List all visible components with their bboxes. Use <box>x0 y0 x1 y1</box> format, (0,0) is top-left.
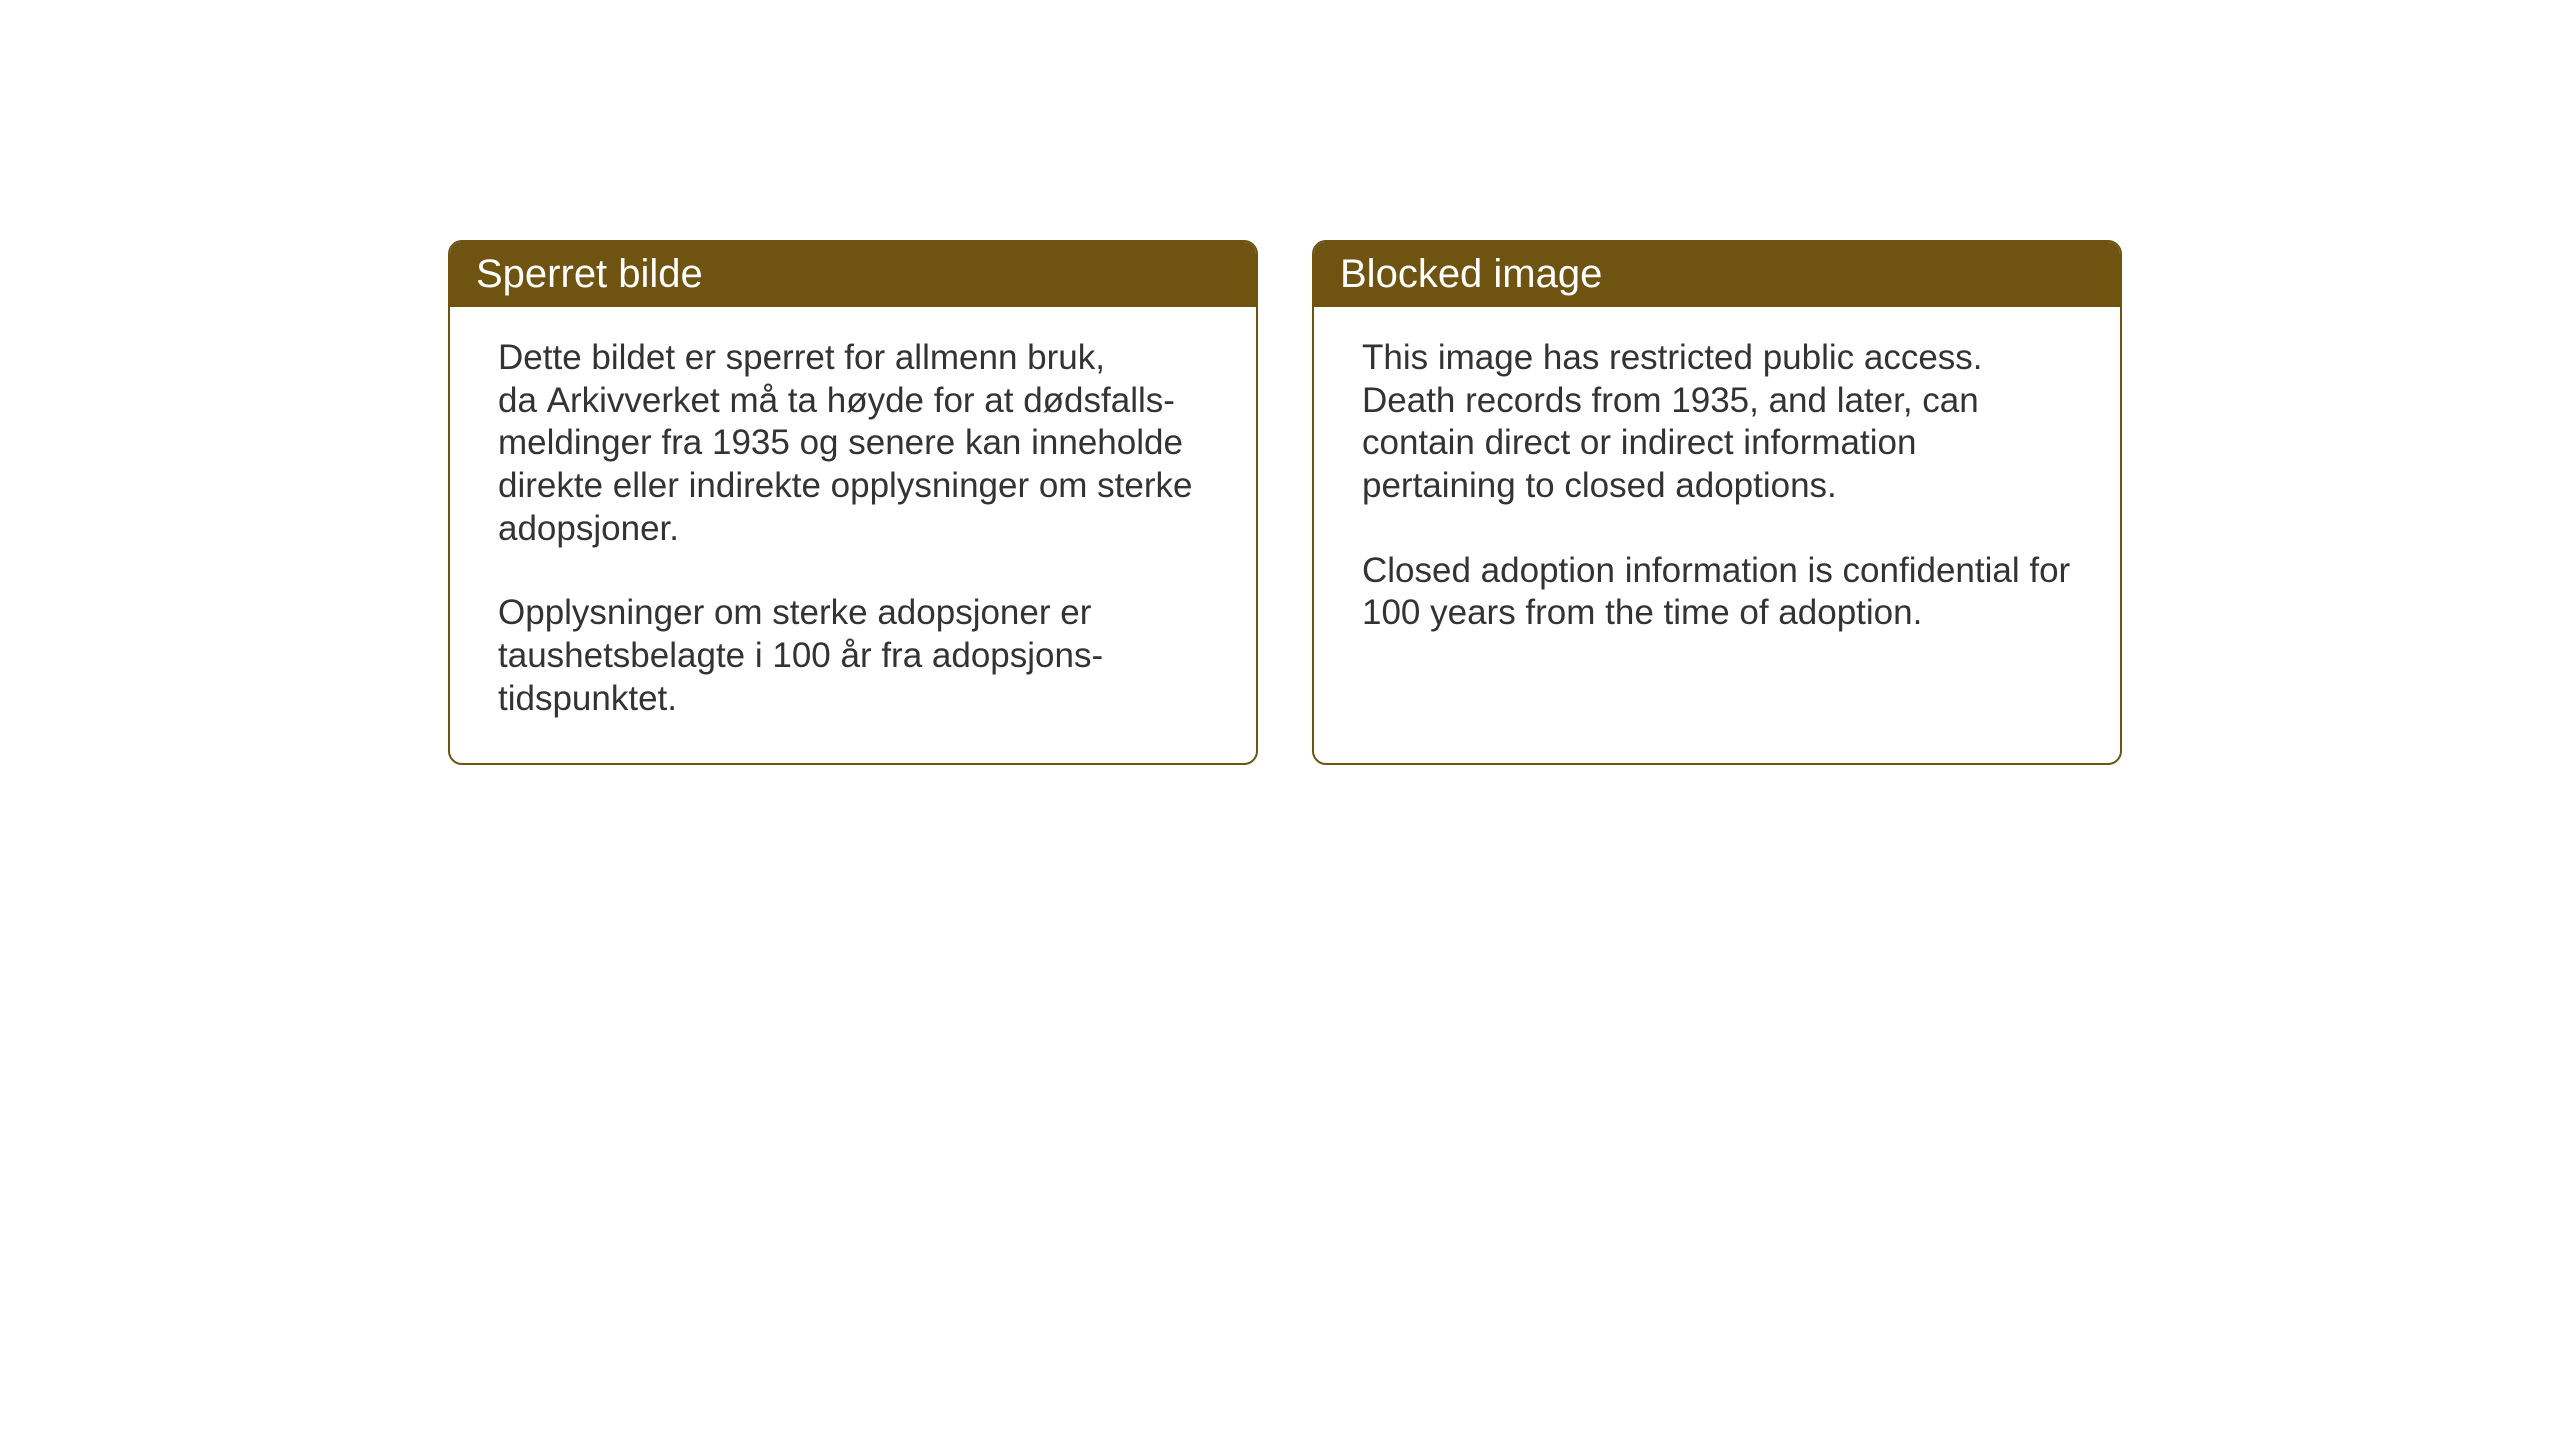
card-body-norwegian: Dette bildet er sperret for allmenn bruk… <box>450 307 1256 763</box>
card-title-english: Blocked image <box>1340 252 1602 296</box>
card-header-english: Blocked image <box>1314 242 2120 307</box>
notice-card-norwegian: Sperret bilde Dette bildet er sperret fo… <box>448 240 1258 765</box>
card-paragraph-english-2: Closed adoption information is confident… <box>1362 550 2072 635</box>
card-paragraph-norwegian-1: Dette bildet er sperret for allmenn bruk… <box>498 337 1208 550</box>
card-body-english: This image has restricted public access.… <box>1314 307 2120 747</box>
card-paragraph-english-1: This image has restricted public access.… <box>1362 337 2072 508</box>
card-title-norwegian: Sperret bilde <box>476 252 703 296</box>
notice-cards-container: Sperret bilde Dette bildet er sperret fo… <box>448 240 2122 765</box>
card-header-norwegian: Sperret bilde <box>450 242 1256 307</box>
card-paragraph-norwegian-2: Opplysninger om sterke adopsjoner er tau… <box>498 592 1208 720</box>
notice-card-english: Blocked image This image has restricted … <box>1312 240 2122 765</box>
